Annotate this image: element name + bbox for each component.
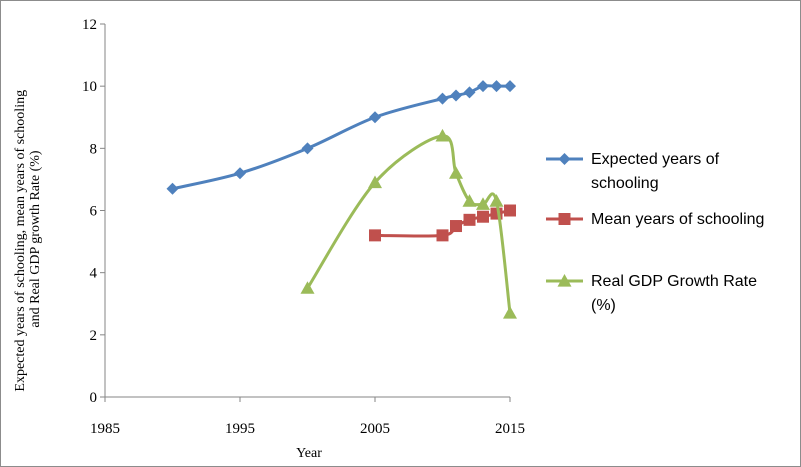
- y-tick-label: 6: [90, 204, 98, 220]
- y-tick-label: 4: [90, 266, 98, 282]
- x-axis-title: Year: [296, 446, 322, 461]
- y-axis-title-line-1: Expected years of schooling, mean years …: [13, 90, 28, 392]
- data-point: [477, 80, 489, 93]
- data-point: [234, 167, 246, 180]
- series-1: [166, 80, 516, 195]
- x-tick-label: 1985: [90, 421, 120, 437]
- data-point: [490, 80, 503, 93]
- series-layer: [166, 80, 517, 319]
- legend-entry-3: Real GDP Growth Rate (%): [546, 273, 757, 314]
- series-line: [306, 134, 512, 315]
- data-point: [477, 210, 489, 223]
- legend-label-line: Real GDP Growth Rate: [591, 273, 757, 290]
- axes: 0 2 4 6 8 10 12 1985 1995 2005 2015: [82, 17, 525, 437]
- legend-entry-1: Expected years of schooling: [546, 151, 720, 192]
- data-point: [435, 128, 450, 142]
- data-point: [369, 229, 381, 242]
- data-point: [463, 213, 476, 226]
- legend-swatch-marker: [558, 153, 571, 165]
- y-tick-label: 2: [90, 328, 98, 344]
- series-line: [171, 84, 512, 191]
- legend-label-line: Mean years of schooling: [591, 211, 764, 228]
- y-axis-title: Expected years of schooling, mean years …: [13, 86, 43, 391]
- legend-swatch-marker: [557, 274, 572, 287]
- data-point: [166, 182, 179, 195]
- data-point: [462, 194, 477, 207]
- y-tick-label: 8: [90, 141, 98, 157]
- x-tick-label: 1995: [225, 421, 255, 437]
- legend-entry-2: Mean years of schooling: [546, 211, 764, 228]
- legend-label: Mean years of schooling: [591, 211, 764, 228]
- legend-label-line: Expected years of: [591, 151, 720, 168]
- series-3: [300, 128, 517, 319]
- data-point: [436, 229, 449, 242]
- data-point: [476, 197, 490, 210]
- legend: Expected years of schooling Mean years of …: [546, 151, 764, 314]
- data-point: [449, 166, 463, 179]
- y-tick-label: 10: [82, 79, 97, 95]
- data-point: [450, 220, 462, 233]
- data-point: [503, 306, 517, 319]
- y-tick-label: 12: [82, 17, 97, 33]
- y-axis-title-line-2: and Real GDP growth Rate (%): [28, 150, 43, 327]
- data-point: [300, 281, 315, 294]
- data-point: [436, 92, 449, 105]
- data-point: [368, 175, 382, 189]
- series-2: [369, 204, 516, 242]
- data-point: [301, 142, 314, 155]
- x-tick-label: 2005: [360, 421, 390, 437]
- data-point: [504, 204, 516, 217]
- x-tick-label: 2015: [495, 421, 525, 437]
- y-tick-label: 0: [90, 390, 98, 406]
- data-point: [463, 86, 476, 99]
- data-point: [450, 89, 462, 102]
- legend-label: Real GDP Growth Rate (%): [591, 273, 757, 314]
- legend-swatch-marker: [558, 213, 571, 225]
- legend-label-line: schooling: [591, 175, 659, 192]
- legend-label: Expected years of schooling: [591, 151, 720, 192]
- data-point: [489, 194, 504, 207]
- legend-label-line: (%): [591, 297, 616, 314]
- data-point: [369, 111, 381, 124]
- data-point: [504, 80, 516, 93]
